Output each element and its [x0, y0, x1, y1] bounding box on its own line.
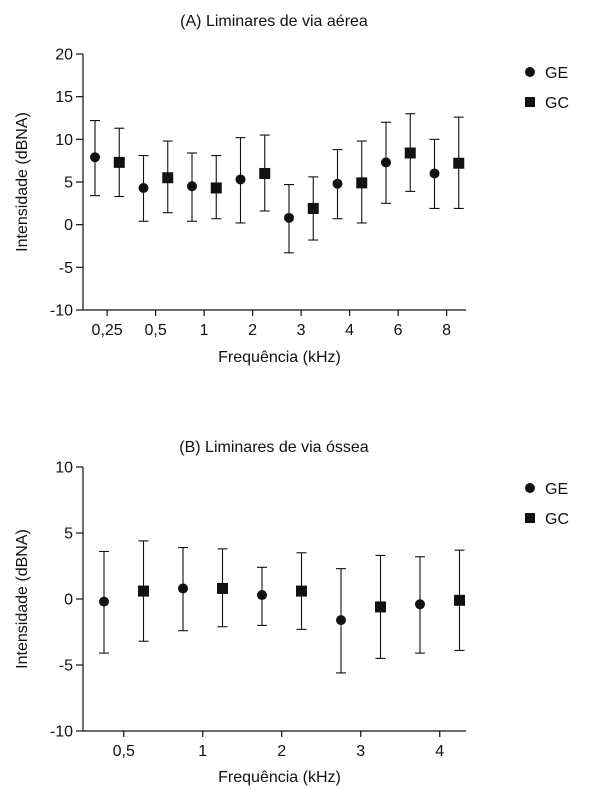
- chart-b-y-tick-label: -5: [59, 658, 73, 675]
- chart-b-ge-point: [336, 615, 346, 626]
- chart-a-y-axis-label: Intensidade (dBNA): [14, 112, 31, 252]
- chart-a-y-tick-label: 15: [55, 89, 73, 106]
- chart-b-x-tick-label: 2: [277, 743, 286, 760]
- chart-a-ge-point: [381, 157, 391, 168]
- chart-a-x-tick-label: 1: [200, 322, 209, 339]
- chart-b-gc-point: [454, 594, 465, 606]
- chart-a-ge-point: [187, 181, 197, 192]
- chart-a-gc-point: [210, 182, 222, 194]
- chart-a-ge-point: [332, 178, 343, 189]
- chart-a-gc-point: [453, 157, 465, 169]
- chart-a-gc-point: [162, 172, 174, 184]
- chart-a-ge-point: [138, 182, 149, 193]
- chart-a-gc-point: [259, 167, 271, 179]
- chart-b-y-tick-label: -10: [50, 724, 73, 741]
- chart-b-ge-point: [99, 596, 109, 607]
- chart-a-ge-point: [284, 212, 294, 223]
- chart-a-legend-gc-marker: [525, 97, 535, 107]
- chart-b-legend-ge-marker: [525, 483, 535, 493]
- chart-a-ge-point: [235, 174, 246, 185]
- chart-b-y-tick-label: 5: [64, 526, 73, 543]
- chart-b-x-tick-label: 4: [435, 743, 444, 760]
- chart-b-x-tick-label: 0,5: [113, 743, 135, 760]
- chart-a-legend-gc-label: GC: [545, 95, 569, 112]
- chart-a-title: (A) Liminares de via aérea: [180, 13, 368, 30]
- chart-a-y-tick-label: 10: [55, 132, 73, 149]
- chart-b-gc-point: [138, 585, 149, 597]
- chart-a-x-tick-label: 2: [248, 322, 257, 339]
- chart-b-title: (B) Liminares de via óssea: [179, 439, 369, 456]
- chart-b-gc-point: [296, 585, 307, 597]
- chart-a-ge-point: [90, 152, 100, 163]
- chart-a-ge-point: [429, 168, 440, 179]
- chart-a-x-tick-label: 8: [442, 322, 451, 339]
- chart-a-legend-ge-marker: [525, 67, 535, 77]
- chart-a-y-tick-label: 0: [64, 217, 73, 234]
- chart-b-ge-point: [178, 583, 188, 594]
- chart-b-gc-point: [217, 582, 228, 594]
- chart-a-legend-ge-label: GE: [545, 65, 568, 82]
- chart-b-legend-gc-marker: [525, 513, 535, 523]
- chart-b-legend-ge-label: GE: [545, 481, 568, 498]
- chart-a-y-tick-label: -5: [59, 260, 73, 277]
- chart-b-x-tick-label: 3: [356, 743, 365, 760]
- chart-a-gc-point: [307, 202, 319, 214]
- chart-a-x-tick-label: 3: [297, 322, 306, 339]
- chart-a-x-tick-label: 4: [345, 322, 354, 339]
- chart-b-y-tick-label: 0: [64, 592, 73, 609]
- chart-a-x-tick-label: 0,25: [92, 322, 123, 339]
- chart-a-gc-point: [113, 156, 125, 168]
- chart-b-ge-point: [415, 599, 425, 610]
- chart-b-gc-point: [375, 601, 386, 613]
- chart-a-x-tick-label: 6: [394, 322, 403, 339]
- chart-a-gc-point: [356, 177, 368, 189]
- chart-a-gc-point: [404, 147, 416, 159]
- chart-a-y-tick-label: 20: [55, 47, 73, 64]
- chart-a-x-axis-label: Frequência (kHz): [218, 349, 341, 366]
- chart-b-ge-point: [257, 590, 267, 601]
- chart-b-x-tick-label: 1: [198, 743, 207, 760]
- chart-a-y-tick-label: -10: [50, 303, 73, 320]
- chart-a-y-tick-label: 5: [64, 175, 73, 192]
- chart-b-legend-gc-label: GC: [545, 511, 569, 528]
- chart-b-y-axis-label: Intensidade (dBNA): [14, 529, 31, 669]
- chart-b-y-tick-label: 10: [55, 460, 73, 477]
- chart-b-x-axis-label: Frequência (kHz): [218, 769, 341, 786]
- chart-a-x-tick-label: 0,5: [145, 322, 167, 339]
